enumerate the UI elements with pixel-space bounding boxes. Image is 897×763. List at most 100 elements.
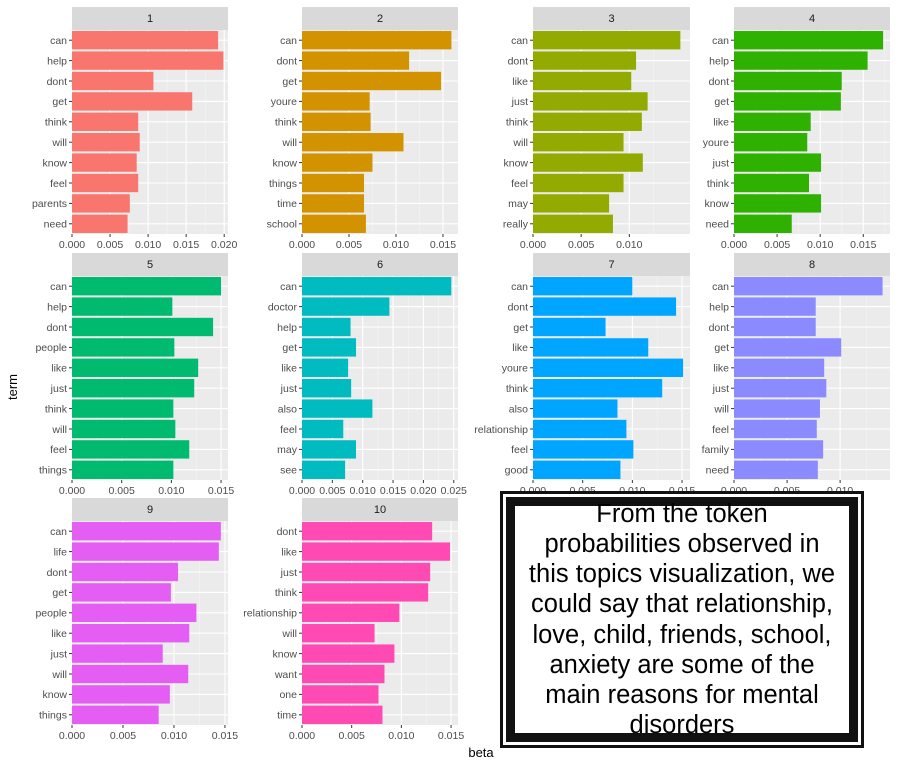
x-tick-label: 0.000 bbox=[289, 485, 315, 497]
y-tick-label: help bbox=[709, 301, 729, 313]
bar bbox=[72, 460, 174, 479]
y-tick-label: get bbox=[52, 96, 67, 108]
bar bbox=[72, 522, 221, 541]
y-tick-label: get bbox=[282, 76, 297, 88]
facet-strip bbox=[533, 253, 690, 276]
bar bbox=[533, 71, 632, 91]
x-tick-label: 0.010 bbox=[616, 239, 642, 251]
bar bbox=[72, 399, 174, 418]
y-tick-label: help bbox=[277, 322, 297, 334]
y-tick-label: also bbox=[278, 403, 297, 415]
bar bbox=[72, 51, 224, 70]
facet-label: 10 bbox=[374, 504, 386, 516]
facet-strip bbox=[72, 498, 228, 521]
bar bbox=[302, 399, 373, 418]
x-tick-label: 0.000 bbox=[289, 239, 315, 251]
bar bbox=[734, 194, 822, 213]
bar bbox=[72, 583, 171, 602]
x-tick-label: 0.010 bbox=[807, 239, 833, 251]
bar bbox=[72, 71, 154, 91]
y-tick-label: parents bbox=[32, 198, 67, 210]
bar bbox=[72, 562, 179, 582]
y-tick-label: just bbox=[50, 648, 67, 660]
y-tick-label: doctor bbox=[268, 301, 298, 313]
y-tick-label: help bbox=[709, 55, 729, 67]
y-tick-label: feel bbox=[280, 424, 297, 436]
x-tick-label: 0.000 bbox=[520, 485, 546, 497]
y-tick-label: need bbox=[706, 219, 730, 231]
x-tick-label: 0.010 bbox=[619, 485, 645, 497]
y-tick-label: dont bbox=[277, 55, 298, 67]
bar bbox=[533, 194, 610, 213]
bar bbox=[533, 419, 627, 439]
bar bbox=[533, 214, 613, 233]
y-tick-label: also bbox=[509, 403, 528, 415]
y-tick-label: feel bbox=[511, 444, 528, 456]
bar bbox=[72, 358, 199, 377]
y-tick-label: like bbox=[51, 363, 67, 375]
y-tick-label: know bbox=[272, 648, 297, 660]
facet-label: 1 bbox=[147, 13, 153, 25]
y-tick-label: need bbox=[44, 219, 68, 231]
bar bbox=[302, 522, 433, 541]
y-tick-label: one bbox=[279, 689, 297, 701]
y-tick-label: think bbox=[45, 117, 68, 129]
y-tick-label: time bbox=[277, 198, 297, 210]
x-tick-label: 0.015 bbox=[208, 485, 234, 497]
x-tick-label: 0.015 bbox=[380, 485, 406, 497]
x-tick-label: 0.000 bbox=[59, 485, 85, 497]
bar bbox=[302, 624, 375, 643]
y-tick-label: things bbox=[269, 178, 297, 190]
bar bbox=[302, 358, 349, 377]
bar bbox=[72, 419, 176, 439]
x-tick-label: 0.020 bbox=[211, 239, 237, 251]
y-tick-label: know bbox=[42, 157, 67, 169]
facet-label: 7 bbox=[608, 259, 614, 271]
x-tick-label: 0.010 bbox=[383, 239, 409, 251]
x-tick-label: 0.010 bbox=[135, 239, 161, 251]
y-axis-title: term bbox=[5, 374, 20, 400]
y-tick-label: dont bbox=[709, 322, 730, 334]
bar bbox=[302, 214, 366, 233]
bar bbox=[734, 338, 842, 357]
bar bbox=[302, 379, 352, 398]
facet-strip bbox=[302, 7, 458, 30]
y-tick-label: like bbox=[512, 342, 528, 354]
y-tick-label: will bbox=[713, 403, 729, 415]
y-tick-label: relationship bbox=[474, 424, 528, 436]
annotation-text: From the token probabilities observed in… bbox=[528, 500, 836, 739]
bar bbox=[302, 194, 365, 213]
bar bbox=[734, 31, 884, 50]
y-tick-label: life bbox=[54, 546, 68, 558]
x-tick-label: 0.015 bbox=[173, 239, 199, 251]
bar bbox=[302, 419, 344, 439]
bar bbox=[734, 92, 841, 111]
y-tick-label: feel bbox=[511, 178, 528, 190]
bar bbox=[72, 153, 137, 172]
bar bbox=[533, 277, 633, 296]
bar bbox=[72, 440, 190, 459]
x-tick-label: 0.000 bbox=[721, 485, 747, 497]
y-tick-label: people bbox=[35, 608, 67, 620]
y-tick-label: just bbox=[511, 96, 528, 108]
y-tick-label: youre bbox=[703, 137, 729, 149]
bar bbox=[533, 112, 642, 131]
bar bbox=[302, 664, 385, 684]
bar bbox=[533, 133, 624, 152]
bar bbox=[302, 583, 429, 602]
y-tick-label: think bbox=[707, 178, 730, 190]
x-tick-label: 0.005 bbox=[109, 485, 135, 497]
x-tick-label: 0.000 bbox=[520, 239, 546, 251]
y-tick-label: get bbox=[714, 342, 729, 354]
facet-label: 6 bbox=[377, 259, 383, 271]
y-tick-label: think bbox=[45, 403, 68, 415]
y-tick-label: think bbox=[275, 117, 298, 129]
x-tick-label: 0.005 bbox=[97, 239, 123, 251]
y-tick-label: just bbox=[280, 567, 297, 579]
x-tick-label: 0.005 bbox=[568, 239, 594, 251]
bar bbox=[72, 173, 139, 193]
bar bbox=[734, 419, 817, 439]
y-tick-label: can bbox=[511, 281, 528, 293]
bar bbox=[533, 173, 624, 193]
